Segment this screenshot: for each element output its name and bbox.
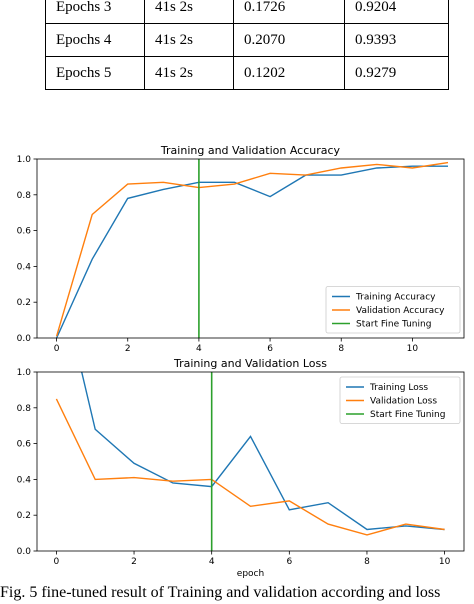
- series-line-training-accuracy: [55, 165, 448, 338]
- results-table: Epochs 3 41s 2s 0.1726 0.9204 Epochs 4 4…: [45, 0, 449, 90]
- table-cell-accuracy: 0.9279: [344, 56, 449, 90]
- y-tick-label: 0.2: [17, 511, 31, 521]
- x-tick-label: 8: [364, 557, 370, 567]
- plot-frame: [36, 371, 465, 552]
- x-tick-label: 4: [209, 557, 215, 567]
- x-tick-label: 8: [338, 344, 344, 354]
- table-cell-loss: 0.2070: [233, 23, 345, 57]
- y-tick-label: 0.8: [17, 191, 32, 201]
- table-cell-epoch: Epochs 4: [45, 23, 145, 57]
- legend-label: Start Fine Tuning: [356, 320, 431, 330]
- y-tick-label: 0.6: [17, 227, 32, 237]
- table-cell-loss: 0.1726: [233, 0, 345, 24]
- chart-title: Training and Validation Accuracy: [160, 144, 341, 157]
- legend-label: Start Fine Tuning: [370, 410, 445, 420]
- y-tick-label: 0.8: [17, 404, 32, 414]
- legend-label: Training Loss: [369, 383, 428, 393]
- table-row: Epochs 4 41s 2s 0.2070 0.9393: [45, 23, 449, 57]
- y-tick-label: 1.0: [17, 155, 32, 165]
- y-tick-label: 0.2: [17, 298, 31, 308]
- series-line-validation-loss: [55, 398, 445, 536]
- x-tick-label: 10: [407, 344, 419, 354]
- table-cell-time: 41s 2s: [144, 56, 234, 90]
- x-tick-label: 2: [125, 344, 131, 354]
- x-tick-label: 2: [131, 557, 137, 567]
- table-cell-time: 41s 2s: [144, 23, 234, 57]
- x-tick-label: 0: [54, 344, 60, 354]
- x-tick-label: 10: [439, 557, 451, 567]
- y-tick-label: 0.0: [17, 547, 32, 557]
- table-cell-loss: 0.1202: [233, 56, 345, 90]
- y-tick-label: 0.0: [17, 334, 32, 344]
- y-tick-label: 1.0: [17, 368, 32, 378]
- legend-label: Validation Loss: [370, 397, 437, 407]
- legend-box: [325, 286, 461, 334]
- legend-box: [339, 376, 461, 424]
- series-line-validation-accuracy: [55, 161, 449, 337]
- series-line-training-loss: [80, 372, 445, 531]
- legend-label: Training Accuracy: [355, 293, 436, 303]
- table-cell-epoch: Epochs 5: [45, 56, 145, 90]
- y-tick-label: 0.4: [17, 475, 32, 485]
- plot-frame: [36, 158, 465, 339]
- legend-label: Validation Accuracy: [356, 306, 445, 316]
- table-cell-epoch: Epochs 3: [45, 0, 145, 24]
- x-axis-label: epoch: [237, 569, 264, 579]
- y-tick-label: 0.6: [17, 440, 32, 450]
- chart-title: Training and Validation Loss: [173, 357, 327, 370]
- x-tick-label: 6: [267, 344, 273, 354]
- x-tick-label: 0: [54, 557, 60, 567]
- table-row: Epochs 5 41s 2s 0.1202 0.9279: [45, 56, 449, 90]
- x-tick-label: 4: [196, 344, 202, 354]
- x-tick-label: 6: [286, 557, 292, 567]
- table-cell-accuracy: 0.9393: [344, 23, 449, 57]
- figure-caption: Fig. 5 fine-tuned result of Training and…: [0, 584, 441, 601]
- y-tick-label: 0.4: [17, 262, 32, 272]
